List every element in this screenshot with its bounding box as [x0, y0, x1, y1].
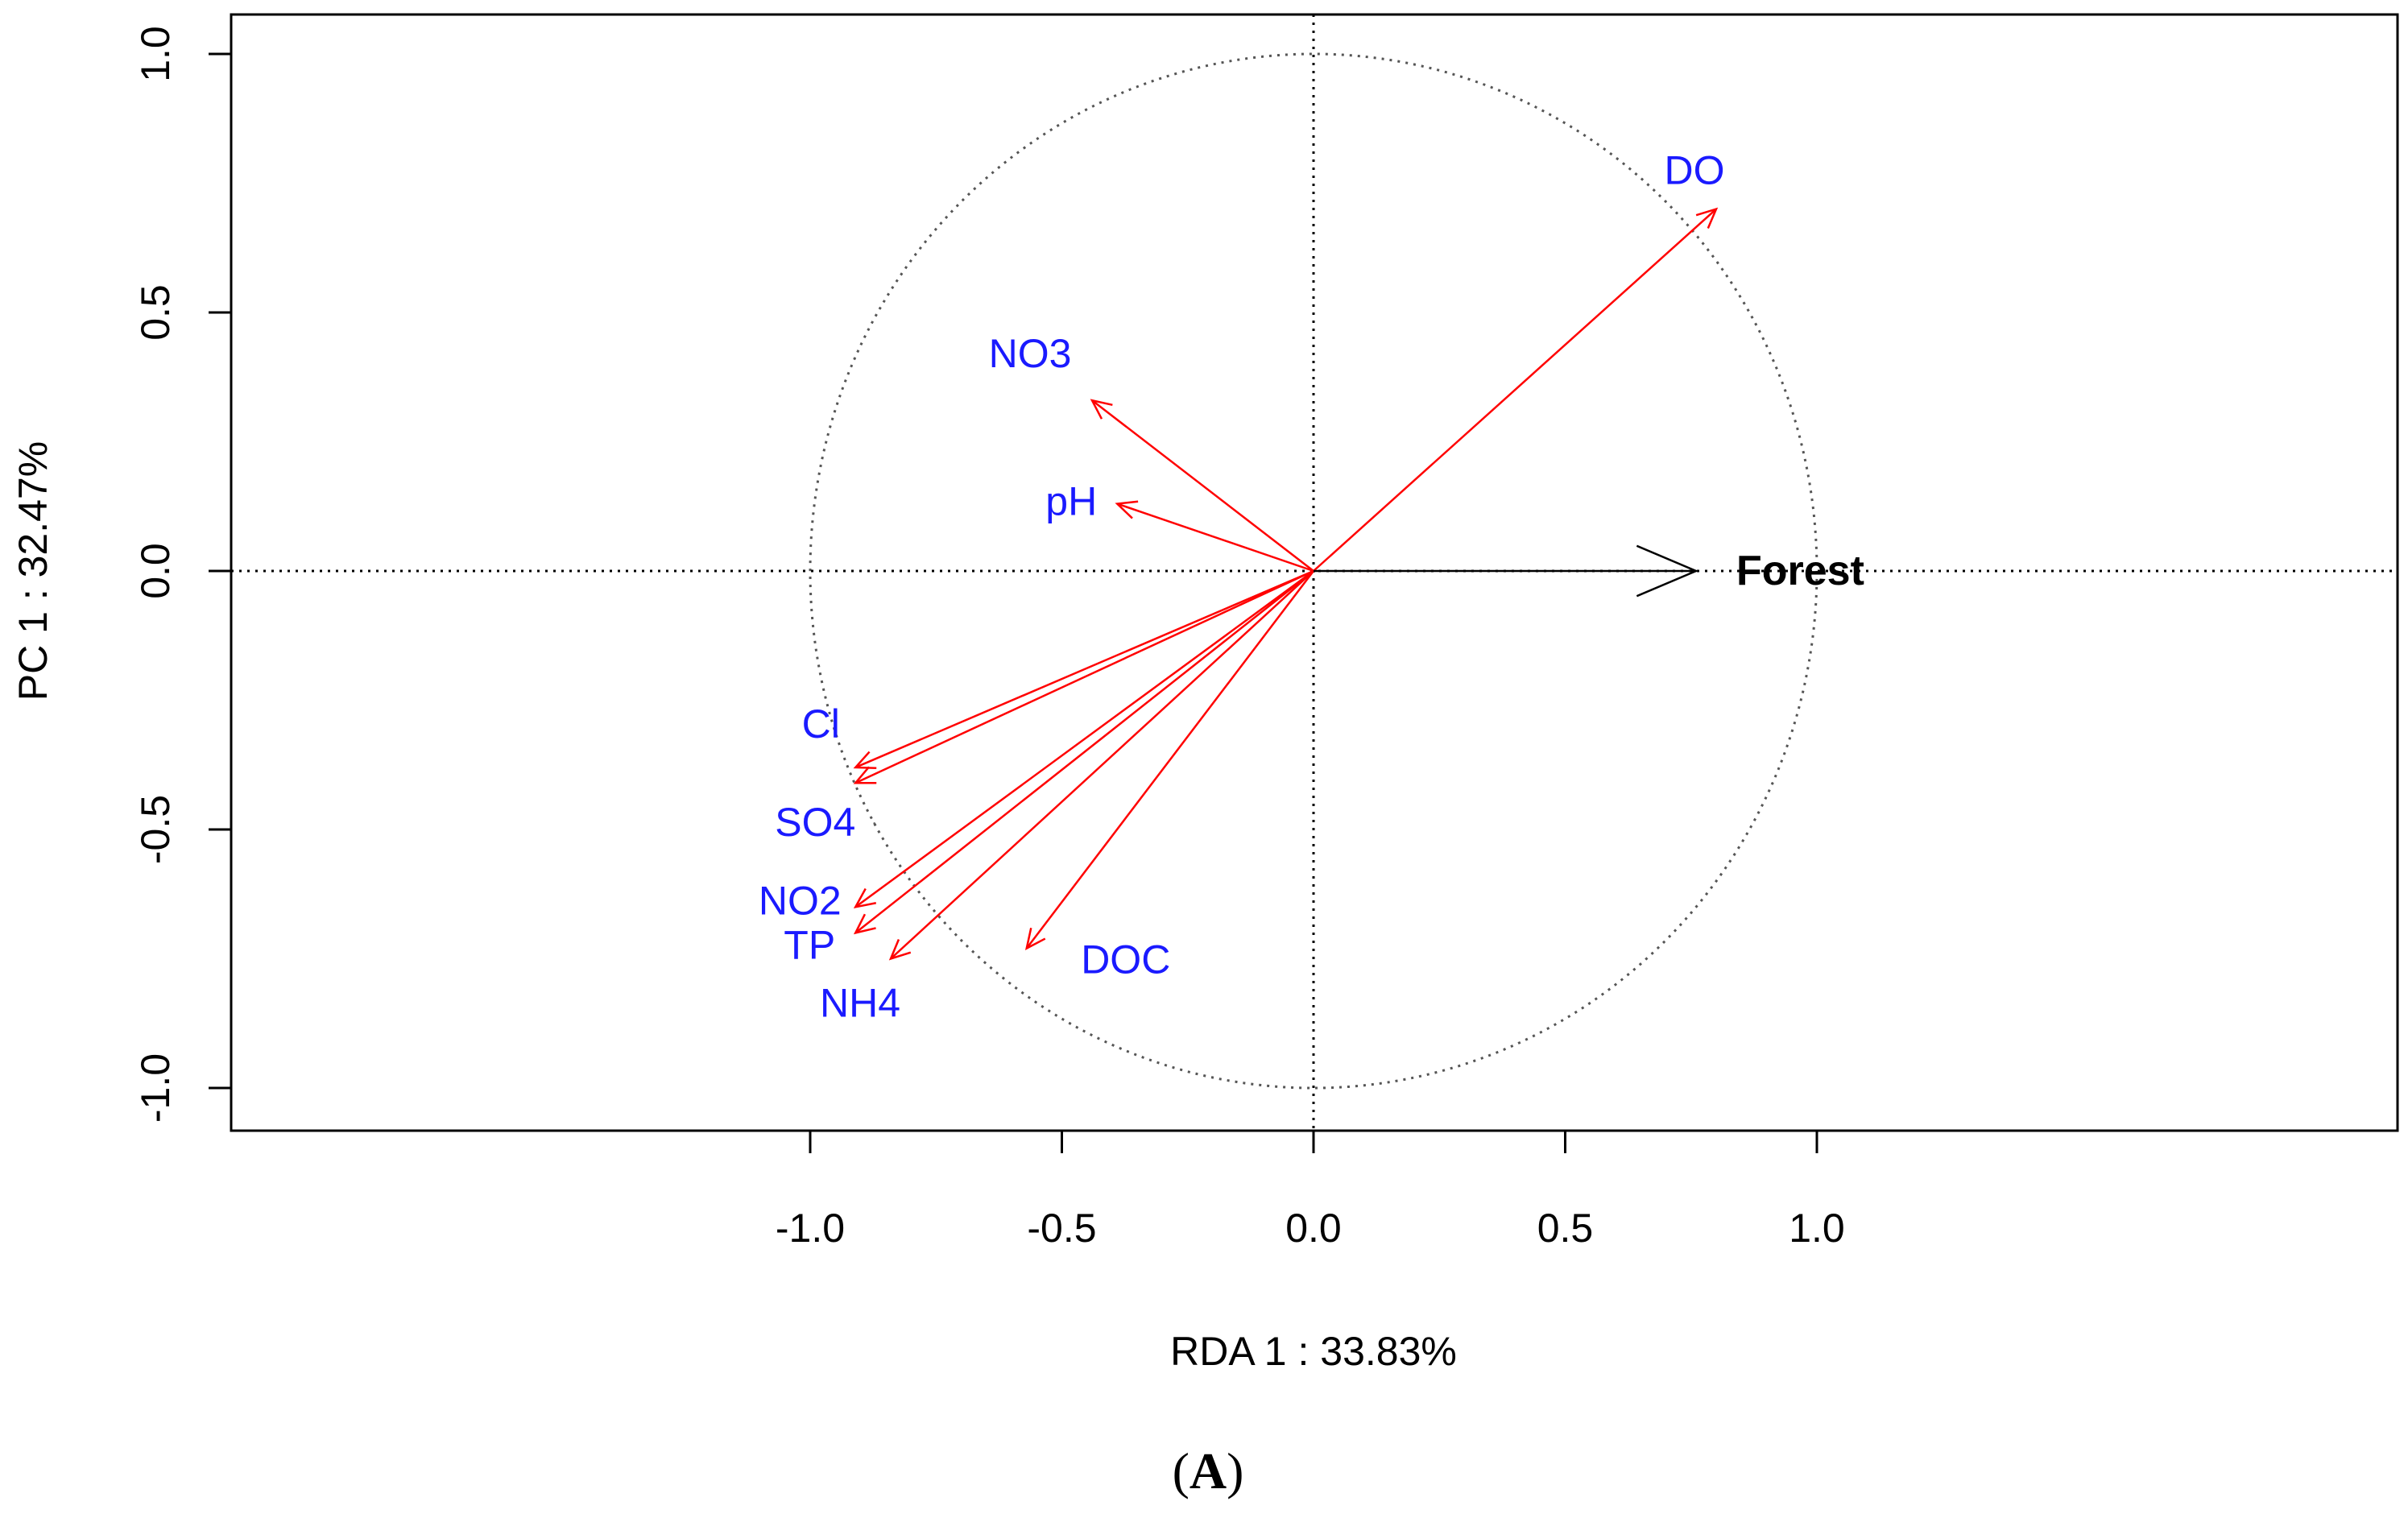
vector-label-cl: Cl — [802, 701, 840, 747]
vector-arrow-do — [1313, 208, 1717, 572]
vector-arrowhead-ph — [1115, 500, 1139, 519]
factor-arrowhead-forest — [1636, 544, 1699, 598]
x-tick-label-0-0: 0.0 — [1285, 1206, 1342, 1251]
vector-arrow-ph — [1116, 503, 1314, 573]
vector-label-do: DO — [1665, 148, 1725, 193]
vector-arrowhead-no3 — [1090, 399, 1113, 420]
vector-label-doc: DOC — [1081, 937, 1170, 982]
panel-label-letter: A — [1190, 1442, 1227, 1500]
vector-arrowhead-tp — [853, 913, 876, 935]
y-tick-label-0-0: 0.0 — [133, 543, 178, 599]
vector-arrow-no2 — [854, 569, 1314, 908]
vector-arrowhead-no2 — [853, 887, 876, 909]
vector-arrowhead-nh4 — [888, 938, 912, 961]
vector-arrow-doc — [1025, 570, 1314, 949]
x-tick-label-0-5: 0.5 — [1537, 1206, 1594, 1251]
vector-arrowhead-doc — [1024, 927, 1046, 951]
panel-label: (A) — [1173, 1442, 1244, 1500]
vector-label-no3: NO3 — [989, 331, 1072, 376]
x-axis-title: RDA 1 : 33.83% — [1170, 1329, 1457, 1374]
vector-label-nh4: NH4 — [820, 981, 900, 1026]
vector-label-so4: SO4 — [775, 800, 855, 845]
y-axis-title: PC 1 : 32.47% — [10, 441, 56, 701]
correlation-circle — [809, 52, 1818, 1090]
x-tick-label--0-5: -0.5 — [1027, 1206, 1096, 1251]
y-tick-label-1-0: 1.0 — [133, 26, 178, 82]
vector-arrowhead-so4 — [853, 766, 877, 784]
vector-arrow-tp — [854, 570, 1314, 934]
vector-arrow-nh4 — [890, 570, 1314, 960]
y-tick-label--0-5: -0.5 — [133, 795, 178, 864]
y-tick-label-0-5: 0.5 — [133, 284, 178, 341]
x-tick-label-1-0: 1.0 — [1789, 1206, 1845, 1251]
vector-label-ph: pH — [1045, 479, 1097, 524]
x-tick-label--1-0: -1.0 — [776, 1206, 845, 1251]
vector-arrow-no3 — [1091, 399, 1314, 572]
panel-label-close: ) — [1227, 1442, 1243, 1500]
vector-label-no2: NO2 — [759, 878, 842, 923]
vector-label-tp: TP — [784, 922, 835, 967]
vector-arrow-so4 — [854, 569, 1314, 784]
vector-arrow-cl — [854, 569, 1314, 769]
vector-arrowhead-do — [1695, 207, 1719, 230]
y-tick-label--1-0: -1.0 — [133, 1053, 178, 1123]
chart-layer: -1.0 -0.5 0.0 0.5 1.0 -1.0 -0.5 0.0 0.5 1.0 RDA 1 … — [10, 14, 2398, 1374]
factor-label-forest: Forest — [1736, 548, 1864, 594]
panel-label-open: ( — [1173, 1442, 1190, 1500]
